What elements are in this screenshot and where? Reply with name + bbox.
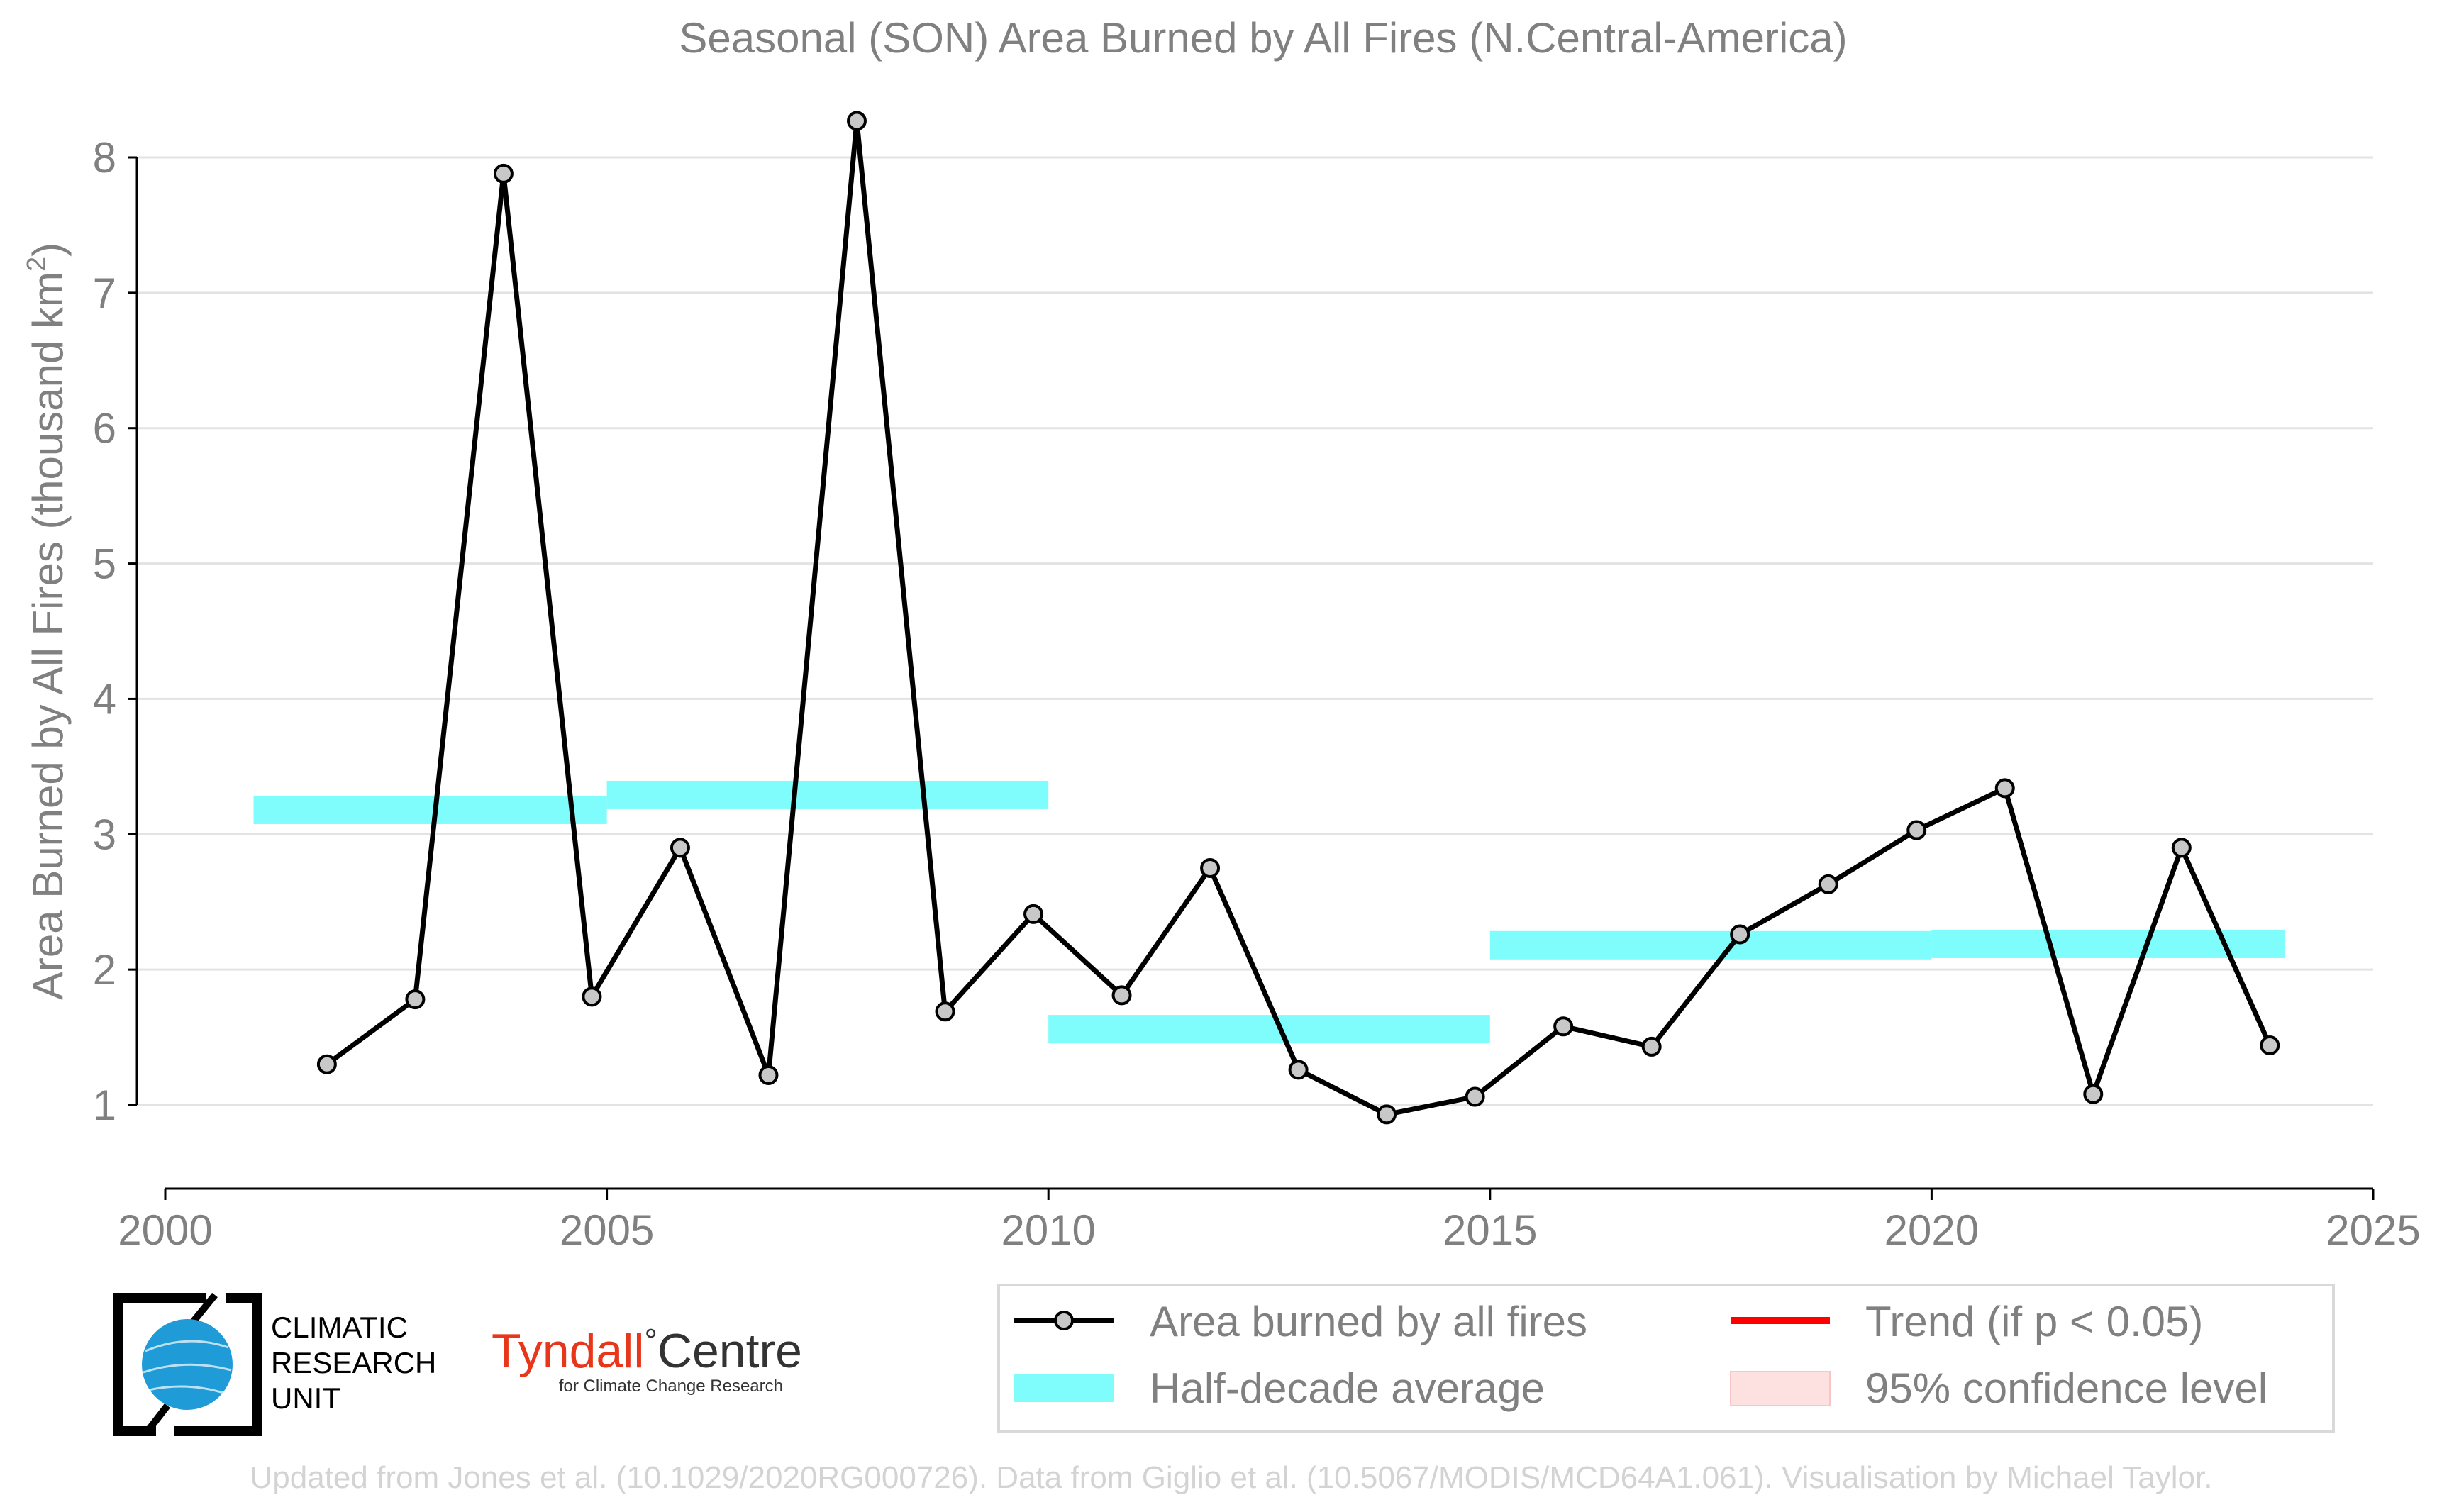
legend: Area burned by all fires Trend (if p < 0… bbox=[997, 1284, 2335, 1433]
y-tick-label-5: 5 bbox=[93, 540, 116, 588]
gridlines bbox=[137, 156, 2373, 1106]
data-point-15 bbox=[1641, 1036, 1662, 1057]
legend-box bbox=[997, 1284, 2335, 1433]
series-line bbox=[325, 118, 2272, 1117]
cru-logo-line-1: CLIMATIC bbox=[271, 1311, 408, 1344]
y-tick-label-6: 6 bbox=[93, 405, 116, 452]
globe-lines bbox=[143, 1340, 232, 1395]
data-point-11 bbox=[1288, 1060, 1309, 1080]
chart-title: Seasonal (SON) Area Burned by All Fires … bbox=[679, 14, 1847, 62]
cru-logo-frame bbox=[113, 1293, 206, 1436]
data-point-0 bbox=[316, 1054, 337, 1074]
x-tick-label-2020: 2020 bbox=[1884, 1206, 1979, 1254]
half-decade-band-1 bbox=[606, 780, 1049, 809]
tyndall-logo-subtitle: for Climate Change Research bbox=[559, 1377, 783, 1396]
data-point-5 bbox=[758, 1065, 779, 1086]
data-point-8 bbox=[1023, 904, 1044, 924]
axes bbox=[135, 157, 2373, 1190]
tyndall-logo-main: Tyndall bbox=[492, 1324, 644, 1378]
half-decade-band-3 bbox=[1489, 930, 1932, 960]
y-tick-label-4: 4 bbox=[93, 675, 116, 723]
y-axis-label: Area Burned by All Fires (thousand km2) bbox=[22, 243, 72, 1000]
y-tick-label-3: 3 bbox=[93, 811, 116, 858]
data-point-21 bbox=[2171, 838, 2192, 858]
legend-swatch-series-marker bbox=[1054, 1311, 1074, 1330]
x-tick-label-2010: 2010 bbox=[1001, 1206, 1095, 1254]
data-point-12 bbox=[1377, 1104, 1397, 1125]
cru-logo-line-3: UNIT bbox=[271, 1382, 340, 1415]
data-point-10 bbox=[1200, 858, 1221, 878]
data-point-22 bbox=[2260, 1035, 2280, 1056]
y-tick-label-8: 8 bbox=[93, 134, 116, 182]
x-tick-label-2000: 2000 bbox=[118, 1206, 212, 1254]
data-point-3 bbox=[582, 986, 602, 1007]
data-point-7 bbox=[935, 1001, 955, 1022]
cru-logo-frame-right bbox=[174, 1293, 262, 1436]
tyndall-logo: Tyndall°Centre for Climate Change Resear… bbox=[492, 1322, 802, 1396]
legend-label-confidence: 95% confidence level bbox=[1865, 1364, 2267, 1412]
half-decade-band-4 bbox=[1931, 929, 2285, 958]
data-point-18 bbox=[1906, 820, 1927, 840]
half-decade-band-2 bbox=[1048, 1015, 1490, 1044]
x-tick-label-2025: 2025 bbox=[2326, 1206, 2420, 1254]
cru-logo-slash bbox=[143, 1292, 218, 1437]
legend-swatch-confidence bbox=[1730, 1371, 1831, 1406]
cru-logo-line-2: RESEARCH bbox=[271, 1346, 436, 1379]
data-point-2 bbox=[493, 163, 514, 184]
x-tick-label-2015: 2015 bbox=[1443, 1206, 1537, 1254]
x-tick-label-2005: 2005 bbox=[560, 1206, 654, 1254]
tyndall-logo-wordmark: Tyndall°Centre bbox=[492, 1322, 802, 1378]
data-point-16 bbox=[1730, 924, 1750, 945]
data-point-20 bbox=[2083, 1084, 2104, 1104]
x-ticks: 2000 2005 2010 2015 2020 2025 bbox=[118, 1189, 2421, 1254]
tyndall-logo-centre: Centre bbox=[657, 1324, 802, 1378]
data-point-19 bbox=[1994, 778, 2015, 799]
y-axis-label-close: ) bbox=[24, 243, 72, 257]
y-tick-label-1: 1 bbox=[93, 1082, 116, 1129]
legend-label-half-decade: Half-decade average bbox=[1150, 1364, 1545, 1412]
tyndall-logo-degree: ° bbox=[644, 1322, 657, 1359]
legend-swatch-half-decade bbox=[1014, 1374, 1114, 1402]
y-axis-label-text: Area Burned by All Fires (thousand km bbox=[24, 272, 72, 1000]
data-point-6 bbox=[846, 111, 867, 131]
half-decade-band-0 bbox=[253, 795, 607, 824]
cru-logo: CLIMATIC RESEARCH UNIT bbox=[113, 1292, 436, 1437]
y-tick-label-7: 7 bbox=[93, 269, 116, 317]
y-ticks: 1 2 3 4 5 6 7 8 bbox=[93, 134, 137, 1129]
y-tick-label-2: 2 bbox=[93, 946, 116, 994]
data-point-1 bbox=[405, 989, 426, 1010]
data-point-9 bbox=[1111, 985, 1132, 1006]
data-point-14 bbox=[1553, 1016, 1574, 1037]
data-point-13 bbox=[1465, 1086, 1485, 1107]
half-decade-bands bbox=[253, 780, 2285, 1044]
legend-label-series: Area burned by all fires bbox=[1150, 1298, 1587, 1345]
legend-label-trend: Trend (if p < 0.05) bbox=[1865, 1298, 2203, 1345]
data-point-4 bbox=[670, 838, 690, 858]
y-axis-label-sup: 2 bbox=[22, 257, 52, 272]
series-area-burned bbox=[316, 111, 2280, 1125]
footer-credit: Updated from Jones et al. (10.1029/2020R… bbox=[250, 1460, 2213, 1495]
data-point-17 bbox=[1818, 874, 1838, 894]
